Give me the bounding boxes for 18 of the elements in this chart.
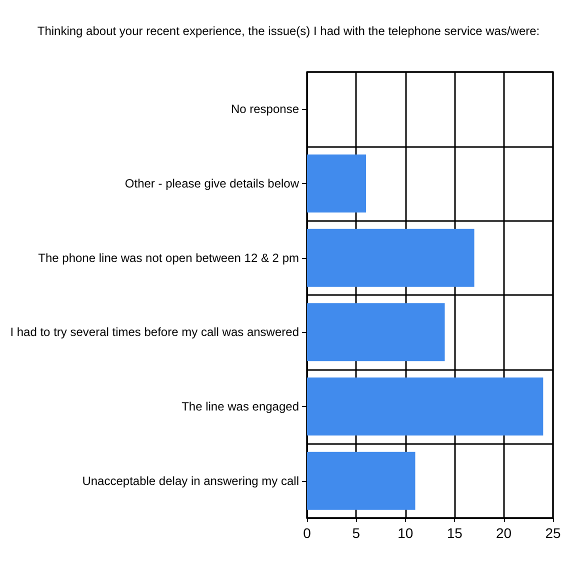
bar [307, 154, 366, 212]
x-tick-label: 10 [398, 525, 414, 541]
x-tick-label: 15 [446, 525, 463, 541]
y-tick-label: Other - please give details below [124, 176, 300, 190]
bar [307, 452, 416, 510]
bar [307, 303, 445, 362]
y-tick-label: The phone line was not open between 12 & 2 pm [38, 250, 299, 265]
bar [307, 228, 474, 287]
bar [307, 378, 544, 436]
x-tick-label: 5 [352, 525, 360, 541]
x-tick-label: 20 [496, 525, 512, 541]
y-tick-label: No response [230, 102, 300, 116]
y-tick-label: The line was engaged [182, 400, 299, 414]
x-tick-label: 0 [303, 525, 312, 541]
y-tick-label: Unacceptable delay in answering my call [82, 474, 299, 488]
x-tick-label: 25 [545, 525, 561, 541]
y-tick-label: I had to try several times before my call was answered [10, 325, 299, 340]
chart-title: Thinking about your recent experience, the issue(s) I had with the telephone service was/were: [37, 24, 540, 38]
